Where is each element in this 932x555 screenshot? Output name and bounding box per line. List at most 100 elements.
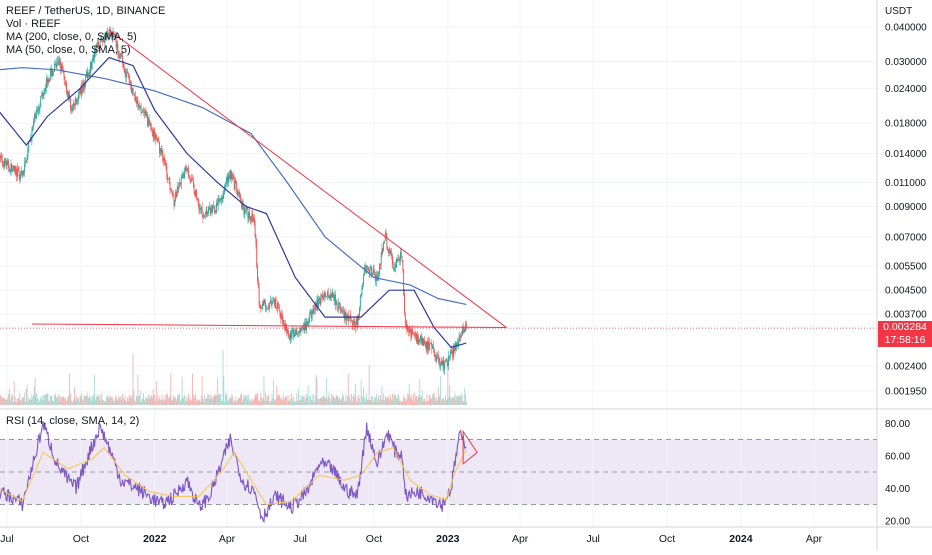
volume-bar	[109, 397, 110, 405]
candle-body	[458, 342, 459, 345]
candle-body	[80, 89, 81, 95]
volume-bar	[156, 381, 157, 405]
candle-body	[223, 192, 224, 195]
candle-body	[197, 198, 198, 199]
volume-bar	[370, 400, 371, 405]
candle-body	[135, 96, 136, 101]
volume-bar	[80, 396, 81, 405]
candle-body	[141, 106, 142, 113]
volume-bar	[308, 385, 309, 405]
volume-bar	[27, 401, 28, 405]
volume-bar	[425, 401, 426, 405]
volume-bar	[134, 401, 135, 405]
volume-bar	[163, 398, 164, 405]
volume-bar	[345, 400, 346, 405]
volume-bar	[168, 398, 169, 405]
volume-bar	[343, 396, 344, 405]
ma50-legend[interactable]: MA (50, close, 0, SMA, 5)	[6, 44, 131, 57]
volume-bar	[250, 402, 251, 405]
candle-body	[12, 169, 13, 171]
candle-body	[232, 174, 233, 176]
volume-bar	[239, 398, 240, 405]
candle-body	[377, 275, 378, 279]
rsi-band	[0, 440, 877, 505]
volume-bar	[254, 399, 255, 405]
candle-body	[41, 95, 42, 96]
candle-body	[196, 190, 197, 198]
volume-bar	[74, 387, 75, 405]
volume-bar	[463, 401, 464, 405]
candle-body	[292, 331, 293, 338]
rsi-legend[interactable]: RSI (14, close, SMA, 14, 2)	[6, 415, 139, 428]
volume-bar	[257, 393, 258, 405]
candle-body	[230, 170, 231, 178]
volume-bar	[437, 400, 438, 405]
candle-body	[198, 199, 199, 202]
y-tick-label: 0.002400	[885, 361, 927, 372]
candle-body	[91, 62, 92, 68]
candle-body	[338, 302, 339, 308]
candle-body	[363, 276, 364, 285]
volume-bar	[53, 401, 54, 405]
candle-body	[423, 338, 424, 345]
volume-bar	[204, 395, 205, 405]
volume-bar	[178, 395, 179, 405]
candle-body	[217, 203, 218, 206]
candle-body	[402, 257, 403, 260]
candle-body	[370, 268, 371, 274]
x-tick-label: Oct	[659, 533, 675, 545]
volume-bar	[259, 401, 260, 405]
candle-body	[276, 308, 277, 309]
candle-body	[149, 118, 150, 124]
candle-body	[293, 329, 294, 337]
volume-bar	[266, 401, 267, 405]
candle-body	[295, 333, 296, 334]
ma200-legend[interactable]: MA (200, close, 0, SMA, 5)	[6, 31, 137, 44]
volume-bar	[72, 402, 73, 405]
y-tick-label: 0.001950	[885, 386, 927, 397]
volume-bar	[10, 401, 11, 405]
candle-body	[206, 210, 207, 213]
candle-body	[151, 128, 152, 130]
candle-body	[302, 328, 303, 329]
volume-bar	[7, 400, 8, 405]
volume-bar	[395, 395, 396, 405]
candle-body	[131, 85, 132, 92]
candle-body	[92, 60, 93, 68]
volume-bar	[170, 373, 171, 405]
currency-label: USDT	[885, 5, 912, 18]
candle-body	[76, 102, 77, 103]
candle-body	[181, 178, 182, 185]
rsi-tick-label: 60.00	[885, 451, 910, 462]
volume-bar	[355, 384, 356, 405]
symbol-legend[interactable]: REEF / TetherUS, 1D, BINANCE	[6, 5, 165, 18]
candle-body	[264, 300, 265, 305]
volume-bar	[113, 399, 114, 405]
candle-body	[451, 352, 452, 353]
volume-bar	[451, 398, 452, 405]
volume-bar	[374, 402, 375, 405]
volume-bar	[318, 398, 319, 405]
volume-bar	[46, 394, 47, 405]
candle-body	[204, 215, 205, 216]
x-tick-label: Apr	[806, 533, 823, 545]
volume-bar	[221, 401, 222, 405]
volume-bar	[283, 394, 284, 405]
candle-body	[406, 323, 407, 324]
candle-body	[359, 308, 360, 316]
candle-body	[398, 259, 399, 260]
candle-body	[424, 340, 425, 343]
candle-body	[449, 356, 450, 357]
candle-body	[309, 313, 310, 317]
candle-body	[437, 355, 438, 356]
candle-body	[54, 65, 55, 71]
candle-body	[179, 183, 180, 184]
candle-body	[209, 207, 210, 208]
candle-body	[214, 206, 215, 209]
volume-bar	[362, 397, 363, 405]
volume-legend[interactable]: Vol · REEF	[6, 18, 60, 31]
candle-body	[234, 179, 235, 189]
volume-bar	[214, 396, 215, 405]
